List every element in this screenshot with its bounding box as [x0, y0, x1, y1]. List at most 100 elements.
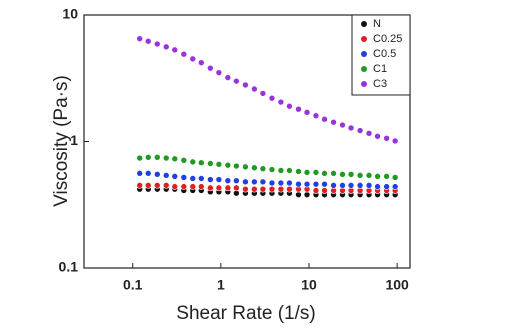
data-point	[383, 134, 390, 142]
data-point	[162, 182, 170, 189]
data-point	[339, 171, 346, 178]
data-point	[303, 169, 311, 176]
data-point	[339, 182, 346, 189]
data-point	[268, 185, 276, 193]
data-point	[189, 175, 197, 182]
data-point	[277, 179, 285, 187]
data-point	[224, 74, 232, 81]
data-point	[347, 124, 355, 132]
data-point	[365, 182, 373, 189]
data-point	[215, 69, 223, 76]
data-point	[144, 154, 152, 161]
data-point	[198, 175, 205, 182]
data-point	[171, 46, 179, 54]
data-point	[286, 102, 293, 110]
data-point	[330, 182, 337, 189]
data-point	[162, 154, 170, 162]
legend-marker	[361, 36, 367, 42]
data-point	[136, 170, 144, 177]
data-point	[251, 164, 258, 172]
legend-marker	[361, 81, 367, 87]
data-point	[242, 178, 249, 186]
data-point	[303, 191, 311, 198]
x-tick-label: 1	[217, 277, 225, 293]
data-point	[286, 167, 293, 174]
data-point	[330, 118, 337, 126]
data-point	[347, 182, 355, 189]
data-point	[303, 109, 311, 116]
legend-marker	[361, 66, 367, 72]
data-point	[251, 185, 258, 193]
data-point	[233, 184, 240, 192]
data-point	[242, 185, 249, 193]
data-point	[356, 172, 364, 179]
data-point	[162, 172, 170, 179]
data-point	[374, 132, 381, 140]
x-tick-label: 100	[385, 277, 409, 293]
y-tick-label: 1	[70, 132, 78, 148]
data-point	[356, 182, 364, 189]
data-point	[215, 161, 223, 168]
data-point	[233, 162, 240, 170]
data-point	[347, 171, 355, 178]
data-point	[286, 179, 293, 187]
data-point	[312, 112, 320, 119]
data-point	[198, 159, 205, 166]
data-point	[207, 160, 214, 167]
data-point	[198, 183, 205, 190]
y-tick-label: 0.1	[59, 259, 79, 275]
data-point	[136, 154, 144, 162]
data-point	[171, 183, 179, 190]
data-point	[153, 40, 161, 48]
data-point	[391, 174, 399, 181]
legend-label: C0.5	[373, 48, 396, 60]
data-point	[277, 98, 285, 106]
data-point	[321, 115, 328, 123]
x-axis-title: Shear Rate (1/s)	[176, 303, 315, 324]
data-point	[198, 59, 205, 66]
data-point	[251, 178, 258, 186]
data-point	[365, 130, 373, 137]
data-point	[295, 105, 302, 113]
data-point	[189, 183, 197, 190]
data-point	[330, 170, 337, 177]
y-axis-title: Viscosity (Pa·s)	[51, 75, 72, 207]
data-point	[233, 77, 240, 85]
data-point	[321, 170, 328, 177]
data-point	[171, 155, 179, 163]
data-point	[242, 163, 249, 171]
data-point	[268, 179, 276, 187]
data-point	[295, 180, 302, 188]
data-point	[391, 183, 399, 190]
data-point	[180, 183, 188, 190]
legend-marker	[361, 21, 367, 27]
data-point	[162, 43, 170, 51]
data-point	[321, 187, 328, 194]
data-point	[339, 121, 346, 129]
data-point	[374, 173, 381, 180]
data-point	[189, 158, 197, 166]
data-point	[180, 174, 188, 181]
legend-label: N	[373, 18, 381, 30]
data-point	[391, 137, 399, 145]
data-point	[268, 94, 276, 102]
data-point	[153, 182, 161, 189]
data-point	[277, 185, 285, 193]
data-point	[242, 81, 249, 89]
data-point	[383, 173, 390, 180]
data-point	[251, 85, 258, 93]
data-point	[224, 161, 232, 169]
data-point	[136, 35, 144, 42]
data-point	[144, 37, 152, 45]
data-point	[383, 183, 390, 190]
data-point	[144, 170, 152, 177]
data-point	[286, 185, 293, 193]
data-point	[171, 173, 179, 180]
x-tick-label: 0.1	[123, 277, 143, 293]
data-point	[259, 178, 267, 186]
legend-label: C1	[373, 63, 387, 75]
data-point	[207, 64, 214, 72]
data-point	[312, 180, 320, 188]
data-point	[233, 177, 240, 184]
data-point	[374, 183, 381, 190]
